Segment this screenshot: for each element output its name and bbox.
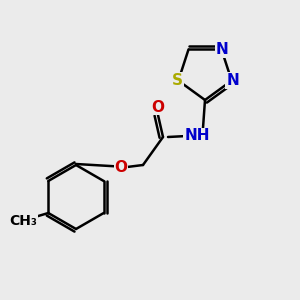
Text: N: N: [226, 73, 239, 88]
Text: O: O: [152, 100, 164, 115]
Text: NH: NH: [184, 128, 210, 143]
Text: O: O: [115, 160, 128, 175]
Text: N: N: [216, 42, 229, 57]
Text: S: S: [172, 73, 183, 88]
Text: CH₃: CH₃: [9, 214, 37, 228]
